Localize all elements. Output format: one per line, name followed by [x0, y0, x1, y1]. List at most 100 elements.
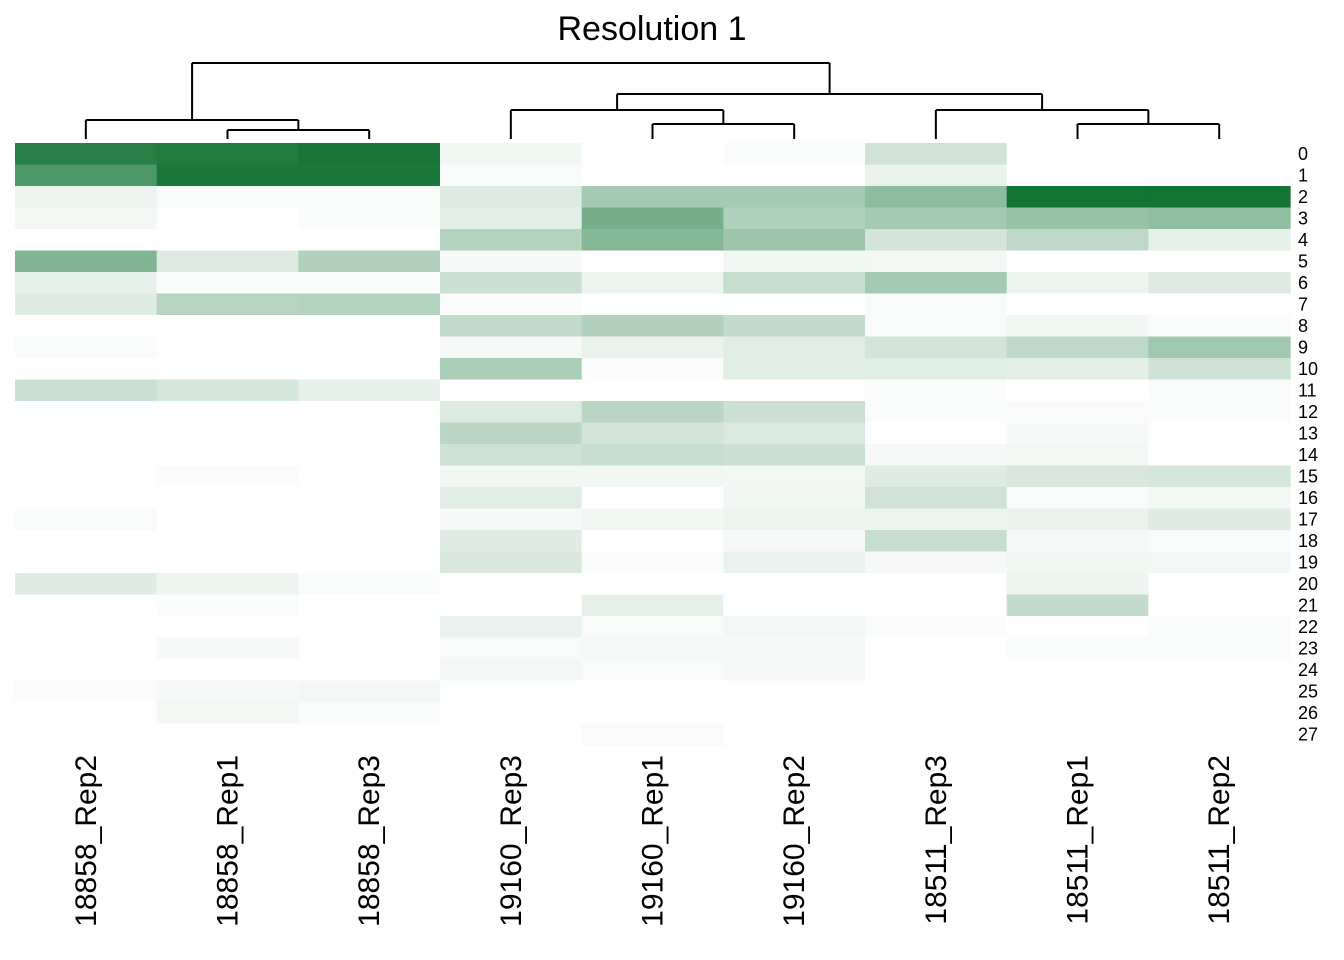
heatmap-cell — [1148, 659, 1291, 682]
heatmap-cell — [581, 401, 724, 424]
heatmap-cell — [581, 508, 724, 531]
row-labels: 0123456789101112131415161718192021222324… — [1298, 144, 1318, 745]
heatmap-cell — [15, 594, 158, 617]
heatmap-cell — [440, 487, 583, 510]
heatmap-cell — [723, 530, 866, 553]
heatmap-cell — [1006, 164, 1149, 187]
heatmap-cell — [581, 616, 724, 639]
heatmap-cell — [865, 250, 1008, 273]
heatmap-cell — [1148, 164, 1291, 187]
heatmap-cell — [581, 422, 724, 445]
heatmap-cell — [581, 164, 724, 187]
heatmap-cell — [581, 272, 724, 295]
column-label: 18858_Rep3 — [353, 755, 386, 927]
heatmap-cell — [15, 659, 158, 682]
heatmap-cell — [1006, 487, 1149, 510]
heatmap-cell — [1148, 401, 1291, 424]
heatmap-cell — [440, 723, 583, 746]
heatmap-cell — [581, 680, 724, 703]
heatmap-cell — [865, 358, 1008, 381]
heatmap-cell — [298, 272, 441, 295]
heatmap-cell — [581, 573, 724, 596]
heatmap-cell — [865, 207, 1008, 230]
heatmap-cell — [298, 659, 441, 682]
heatmap-cell — [723, 444, 866, 467]
heatmap-cell — [865, 336, 1008, 359]
heatmap-cell — [156, 637, 299, 660]
heatmap-cell — [298, 530, 441, 553]
heatmap-cell — [865, 659, 1008, 682]
heatmap-cell — [440, 465, 583, 488]
heatmap-cell — [298, 487, 441, 510]
heatmap-cell — [1148, 315, 1291, 338]
heatmap-cell — [581, 336, 724, 359]
heatmap-cell — [15, 422, 158, 445]
heatmap-cell — [723, 551, 866, 574]
row-label: 16 — [1298, 488, 1318, 508]
heatmap-cell — [298, 680, 441, 703]
heatmap-cell — [298, 293, 441, 316]
heatmap-cell — [15, 186, 158, 209]
heatmap-cell — [581, 379, 724, 402]
heatmap-cell — [15, 680, 158, 703]
heatmap-cell — [1006, 594, 1149, 617]
heatmap-cell — [156, 487, 299, 510]
row-label: 21 — [1298, 595, 1318, 615]
heatmap-cell — [581, 315, 724, 338]
heatmap-cell — [723, 379, 866, 402]
heatmap-cell — [581, 723, 724, 746]
heatmap-cell — [581, 143, 724, 166]
heatmap-cell — [1148, 379, 1291, 402]
heatmap-cell — [156, 336, 299, 359]
heatmap-cell — [15, 250, 158, 273]
heatmap-cell — [723, 680, 866, 703]
column-label: 19160_Rep1 — [637, 755, 670, 927]
heatmap-cell — [723, 659, 866, 682]
heatmap-cell — [865, 401, 1008, 424]
heatmap-cell — [298, 401, 441, 424]
heatmap-cell — [865, 637, 1008, 660]
column-label: 18511_Rep2 — [1203, 755, 1236, 925]
heatmap-cell — [865, 229, 1008, 252]
heatmap-cell — [440, 508, 583, 531]
heatmap-cell — [440, 573, 583, 596]
heatmap-cell — [156, 358, 299, 381]
row-label: 12 — [1298, 402, 1318, 422]
heatmap-cell — [865, 487, 1008, 510]
heatmap-cell — [581, 637, 724, 660]
heatmap-cell — [156, 422, 299, 445]
row-label: 8 — [1298, 316, 1308, 336]
heatmap-cell — [1006, 530, 1149, 553]
heatmap-cell — [1006, 508, 1149, 531]
heatmap-cell — [723, 229, 866, 252]
heatmap-cell — [1006, 401, 1149, 424]
heatmap-cell — [1006, 465, 1149, 488]
heatmap-cell — [581, 530, 724, 553]
heatmap-cell — [15, 723, 158, 746]
heatmap-cell — [1006, 272, 1149, 295]
heatmap-cell — [1148, 573, 1291, 596]
heatmap-cell — [298, 465, 441, 488]
heatmap-cell — [581, 594, 724, 617]
heatmap-cell — [15, 401, 158, 424]
heatmap-cell — [1148, 530, 1291, 553]
heatmap-cell — [15, 229, 158, 252]
chart-title: Resolution 1 — [557, 10, 746, 48]
row-label: 10 — [1298, 359, 1318, 379]
heatmap-cell — [865, 723, 1008, 746]
heatmap-cells — [15, 143, 1291, 746]
heatmap-cell — [298, 616, 441, 639]
heatmap-cell — [581, 444, 724, 467]
heatmap-cell — [298, 702, 441, 725]
heatmap-cell — [156, 315, 299, 338]
heatmap-cell — [581, 465, 724, 488]
heatmap-cell — [865, 143, 1008, 166]
heatmap-cell — [581, 207, 724, 230]
heatmap-cell — [440, 594, 583, 617]
heatmap-cell — [865, 379, 1008, 402]
heatmap-cell — [440, 702, 583, 725]
heatmap-cell — [1148, 229, 1291, 252]
heatmap-cell — [440, 186, 583, 209]
heatmap-cell — [440, 401, 583, 424]
heatmap-cell — [581, 250, 724, 273]
